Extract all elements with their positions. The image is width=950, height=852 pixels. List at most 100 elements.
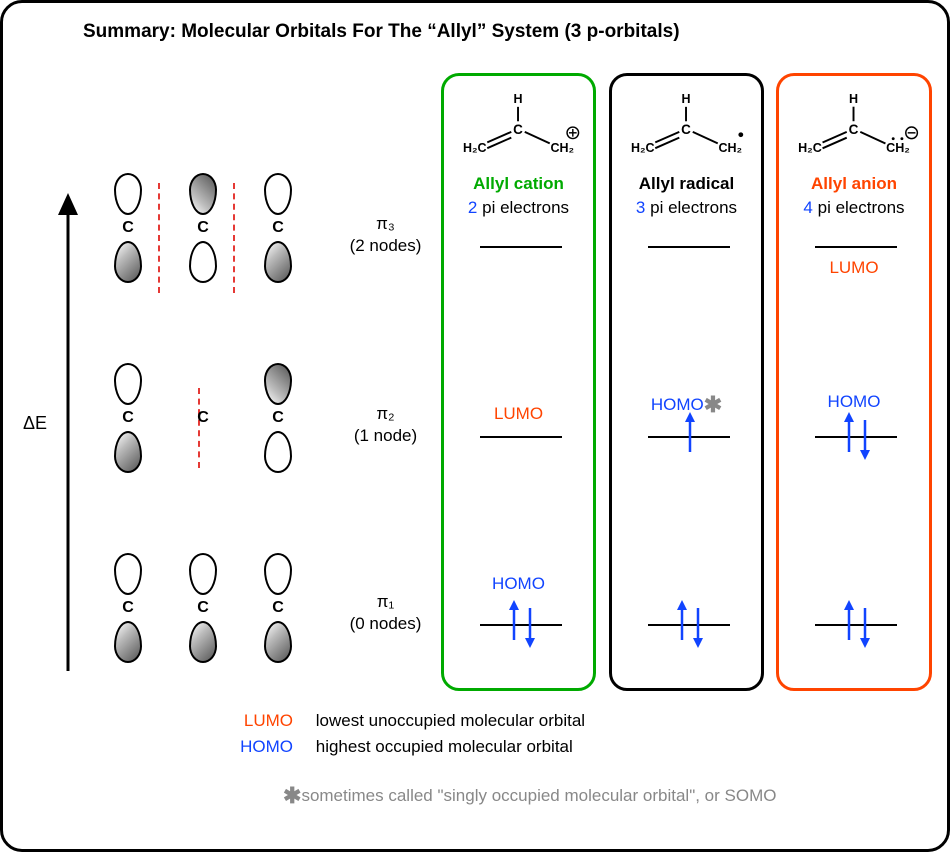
mo-row-pi3: C C C [93,173,333,303]
lobe-icon [114,241,142,283]
svg-text:CH₂: CH₂ [886,141,910,155]
pi-symbol: π₃ [376,214,395,233]
lobe-icon [189,241,217,283]
star-icon: ✱ [704,392,722,417]
p-orbital: C [103,173,153,283]
node-count: (1 node) [354,426,417,445]
mo-row-pi2: C C C [93,363,333,493]
lobe-icon [264,363,292,405]
pi-symbol: π₁ [377,592,394,611]
electron-count: 2 pi electrons [444,198,593,218]
diagram-title: Summary: Molecular Orbitals For The “All… [83,21,680,43]
diagram-frame: Summary: Molecular Orbitals For The “All… [0,0,950,852]
node-line [158,183,160,293]
energy-level-pi3 [815,246,897,248]
svg-text:C: C [681,122,691,137]
allyl-radical-box: H C H₂C CH₂ Allyl radical 3 pi electrons… [609,73,764,691]
delta-e-label: ΔE [23,413,47,434]
carbon-label: C [103,219,153,237]
footnote-star-icon: ✱ [283,783,301,808]
radical-structure: H C H₂C CH₂ [612,88,761,168]
lobe-icon [189,621,217,663]
lumo-label: LUMO [444,404,593,424]
electron-up-arrow-icon [841,412,857,454]
svg-text:H₂C: H₂C [631,141,655,155]
lobe-icon [189,553,217,595]
svg-text:H: H [849,92,858,106]
svg-text:H₂C: H₂C [798,141,822,155]
electron-count: 4 pi electrons [779,198,929,218]
svg-text:H₂C: H₂C [463,141,487,155]
lumo-label: LUMO [779,258,929,278]
lobe-icon [114,553,142,595]
svg-text:CH₂: CH₂ [550,141,574,155]
carbon-label: C [103,409,153,427]
energy-axis-arrow [53,193,83,673]
species-name: Allyl anion [779,174,929,194]
p-orbital: C [178,363,228,473]
cation-structure: H C H₂C CH₂ [444,88,593,168]
legend-lumo-row: LUMO lowest unoccupied molecular orbital [213,711,585,731]
electron-value: 4 [803,198,812,217]
species-name: Allyl radical [612,174,761,194]
pi3-label: π₃ (2 nodes) [343,213,428,257]
homo-label: HOMO [779,392,929,412]
pi-symbol: π₂ [376,404,394,423]
p-orbital: C [178,173,228,283]
allyl-cation-box: H C H₂C CH₂ Allyl cation 2 pi electrons … [441,73,596,691]
p-orbital: C [253,173,303,283]
node-line [233,183,235,293]
lobe-icon [264,621,292,663]
svg-text:H: H [514,92,523,106]
electron-up-arrow-icon [674,600,690,642]
anion-structure: H C H₂C CH₂ [779,88,929,168]
carbon-label: C [253,219,303,237]
p-orbital: C [178,553,228,663]
orbital-column: C C C C C [93,173,333,683]
carbon-label: C [178,599,228,617]
carbon-label: C [178,409,228,427]
node-count: (2 nodes) [350,236,422,255]
svg-text:C: C [513,122,523,137]
node-count: (0 nodes) [350,614,422,633]
lobe-icon [114,173,142,215]
homo-term: HOMO [213,737,293,757]
energy-level-pi2 [480,436,562,438]
footnote-text: sometimes called "singly occupied molecu… [301,786,776,805]
electron-down-arrow-icon [857,606,873,648]
legend: LUMO lowest unoccupied molecular orbital… [213,711,585,757]
electron-down-arrow-icon [522,606,538,648]
svg-text:C: C [849,122,859,137]
footnote: ✱sometimes called "singly occupied molec… [283,783,776,809]
carbon-label: C [253,409,303,427]
lobe-icon [264,553,292,595]
carbon-label: C [178,219,228,237]
energy-level-pi3 [480,246,562,248]
electron-down-arrow-icon [857,418,873,460]
electron-up-arrow-icon [506,600,522,642]
lumo-term: LUMO [213,711,293,731]
electron-value: 2 [468,198,477,217]
homo-definition: highest occupied molecular orbital [316,737,573,756]
svg-text:CH₂: CH₂ [718,141,742,155]
electron-down-arrow-icon [690,606,706,648]
p-orbital: C [103,363,153,473]
electron-up-arrow-icon [841,600,857,642]
lobe-icon [114,621,142,663]
species-name: Allyl cation [444,174,593,194]
lobe-icon [264,431,292,473]
lumo-definition: lowest unoccupied molecular orbital [316,711,585,730]
pi2-label: π₂ (1 node) [343,403,428,447]
lobe-icon [114,431,142,473]
electron-up-arrow-icon [682,412,698,454]
lobe-icon [189,173,217,215]
p-orbital: C [103,553,153,663]
legend-homo-row: HOMO highest occupied molecular orbital [213,737,585,757]
svg-text:H: H [682,92,691,106]
mo-row-pi1: C C C [93,553,333,683]
electron-value: 3 [636,198,645,217]
energy-level-pi3 [648,246,730,248]
carbon-label: C [103,599,153,617]
p-orbital: C [253,553,303,663]
homo-label: HOMO [444,574,593,594]
